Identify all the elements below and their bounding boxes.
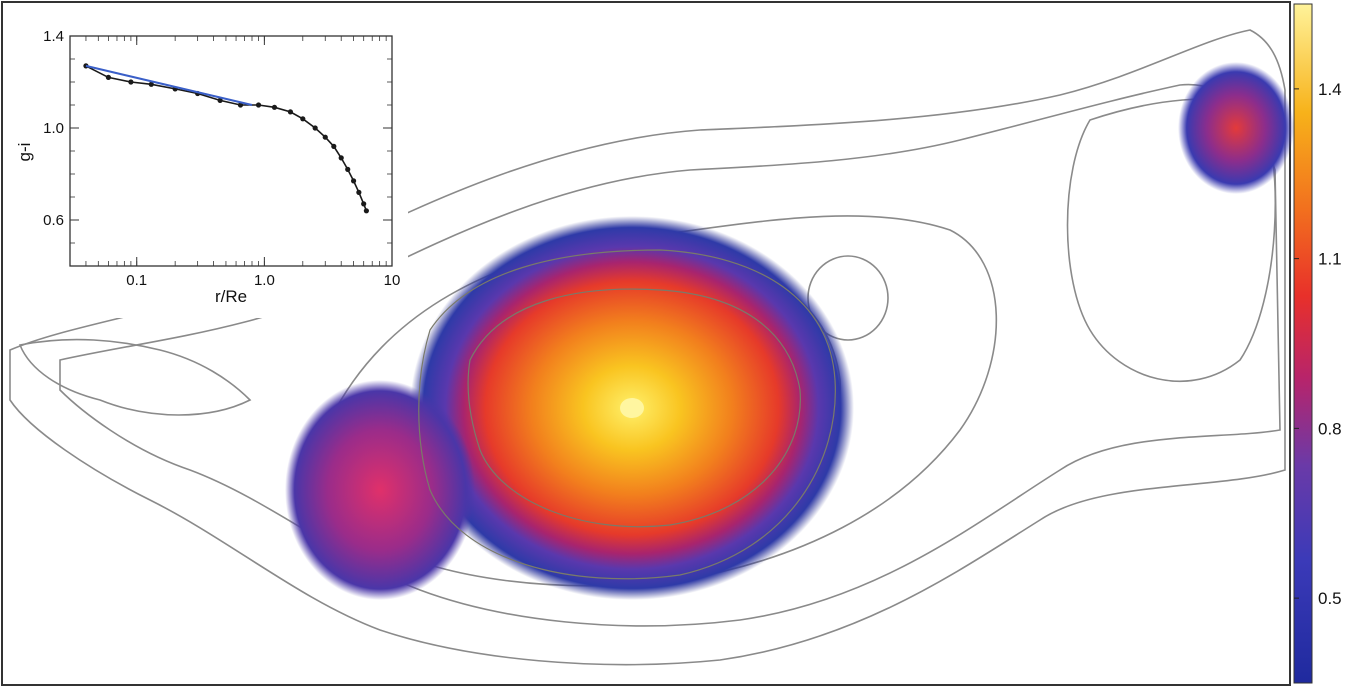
galaxy-nucleus xyxy=(620,398,644,418)
left-region-color xyxy=(285,380,475,600)
colorbar: 1.4 1.1 0.8 0.5 xyxy=(1293,3,1342,684)
inset-profile-point xyxy=(312,125,318,131)
inset-profile-point xyxy=(128,79,134,85)
inset-profile-point xyxy=(217,97,223,103)
inset-x-tick-label: 10 xyxy=(384,272,401,289)
contour-left-tail xyxy=(18,338,252,416)
color-map xyxy=(285,62,1294,600)
colorbar-tick-label: 0.5 xyxy=(1318,589,1342,608)
inset-model-line xyxy=(85,64,253,106)
inset-profile-point xyxy=(361,201,367,207)
colorbar-tick-label: 0.8 xyxy=(1318,419,1342,438)
inset-profile-point xyxy=(300,116,306,122)
inset-y-tick-label: 1.0 xyxy=(43,120,64,137)
inset-profile-point xyxy=(255,102,262,108)
inset-plot: 0.1 1.0 10 0.6 1.0 1.4 r/Re g-i xyxy=(10,18,408,318)
inset-profile-point xyxy=(356,189,362,195)
colorbar-tick-label: 1.1 xyxy=(1318,250,1342,269)
inset-profile-point xyxy=(237,102,244,108)
inset-profile-point xyxy=(338,155,344,161)
inset-x-tick-label: 0.1 xyxy=(126,272,147,289)
inset-x-tick-label: 1.0 xyxy=(254,272,275,289)
inset-profile-point xyxy=(105,74,112,80)
inset-y-tick-label: 1.4 xyxy=(43,28,64,45)
inset-profile-point xyxy=(350,178,357,184)
inset-background xyxy=(10,18,408,318)
inset-profile-point xyxy=(363,208,369,214)
inset-profile-point xyxy=(271,104,278,110)
galaxy-overlay-contours xyxy=(418,249,836,580)
inset-profile-point xyxy=(287,109,294,115)
inset-profile-point xyxy=(322,134,328,140)
inset-profile-point xyxy=(148,81,154,87)
colorbar-gradient xyxy=(1293,3,1313,684)
inset-ylabel: g-i xyxy=(15,143,34,162)
upper-right-blob-color xyxy=(1178,62,1294,194)
contour-outer xyxy=(9,29,1286,666)
inset-xlabel: r/Re xyxy=(215,287,247,306)
inset-y-tick-label: 0.6 xyxy=(43,212,64,229)
colorbar-tick-label: 1.4 xyxy=(1318,80,1342,99)
inset-profile-point xyxy=(345,166,351,172)
inset-profile-point xyxy=(331,143,337,149)
